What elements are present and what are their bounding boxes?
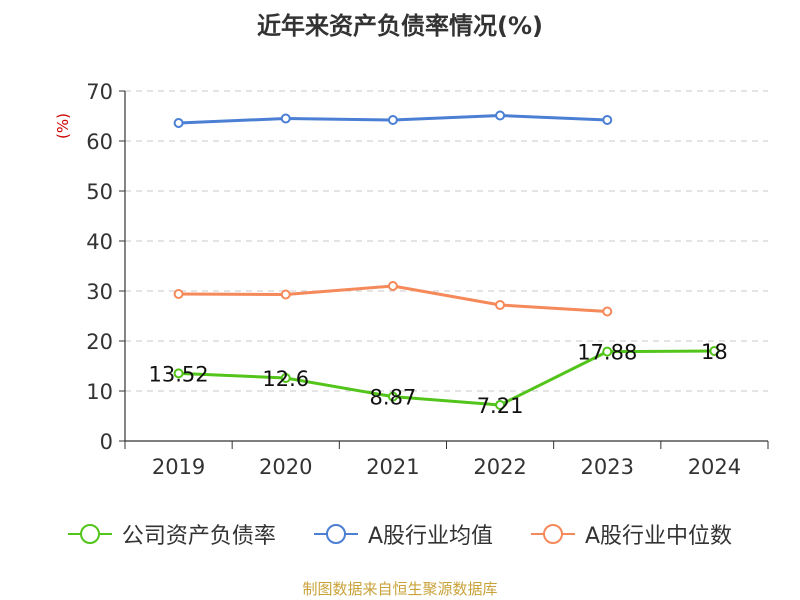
- series-line: [178, 349, 715, 407]
- legend: 公司资产负债率 A股行业均值 A股行业中位数: [0, 518, 800, 550]
- data-label: 13.52: [149, 362, 209, 386]
- y-tick-label: 70: [86, 80, 113, 104]
- legend-label: A股行业均值: [367, 524, 493, 549]
- data-point: [602, 306, 613, 317]
- data-point: [602, 346, 613, 357]
- data-point: [387, 115, 398, 125]
- y-axis-title: (%): [54, 113, 72, 139]
- legend-item[interactable]: A股行业均值: [313, 518, 493, 550]
- source-note: 制图数据来自恒生聚源数据库: [302, 580, 498, 598]
- y-tick-label: 50: [86, 180, 113, 204]
- data-point: [387, 391, 398, 402]
- legend-label: A股行业中位数: [585, 524, 733, 549]
- y-tick-label: 30: [86, 280, 113, 304]
- data-point: [280, 289, 291, 300]
- data-label: 12.6: [262, 367, 309, 391]
- data-label: 7.21: [477, 394, 524, 418]
- data-point: [173, 368, 184, 379]
- x-tick-label: 2019: [152, 455, 205, 479]
- x-tick-label: 2022: [473, 455, 526, 479]
- legend-swatch-marker: [79, 524, 100, 544]
- data-label: 17.88: [577, 341, 637, 365]
- legend-item[interactable]: 公司资产负债率: [67, 518, 276, 550]
- legend-swatch: [67, 524, 112, 544]
- legend-swatch-marker: [325, 524, 346, 544]
- chart-title: 近年来资产负债率情况(%): [257, 12, 543, 40]
- y-tick-label: 0: [100, 430, 113, 454]
- y-tick-label: 10: [86, 380, 113, 404]
- legend-swatch-marker: [543, 524, 563, 544]
- data-label: 8.87: [370, 386, 417, 410]
- series: [173, 110, 720, 410]
- legend-label: 公司资产负债率: [121, 524, 276, 549]
- y-tick-label: 20: [86, 330, 113, 354]
- data-point: [602, 115, 613, 125]
- x-tick-label: 2024: [688, 455, 741, 479]
- data-point: [495, 399, 506, 410]
- y-tick-label: 40: [86, 230, 113, 254]
- data-point: [280, 113, 291, 124]
- x-tick-label: 2023: [581, 455, 634, 479]
- data-point: [280, 373, 291, 383]
- x-tick-label: 2020: [259, 455, 312, 479]
- data-point: [387, 281, 398, 291]
- y-tick-label: 60: [86, 130, 113, 154]
- data-point: [173, 289, 184, 299]
- legend-swatch: [531, 524, 575, 544]
- x-tick-label: 2021: [366, 455, 419, 479]
- data-point: [495, 110, 506, 121]
- legend-item[interactable]: A股行业中位数: [531, 518, 732, 550]
- data-point: [709, 346, 720, 356]
- gridlines: [125, 90, 768, 392]
- data-labels: 13.52 12.6 8.87 7.21 17.88 18: [149, 340, 728, 418]
- axes: 0 10 20 30 40 50 60 70 2019 2020 2021 2022 2023 2024 (…: [54, 80, 769, 479]
- data-point: [173, 118, 184, 128]
- data-label: 18: [701, 340, 728, 364]
- legend-swatch: [313, 524, 358, 544]
- data-point: [495, 300, 506, 310]
